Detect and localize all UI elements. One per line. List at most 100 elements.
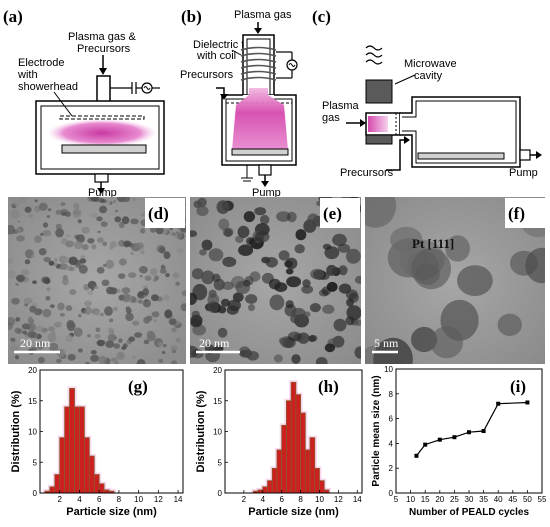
particle (122, 343, 128, 349)
x-tick-label: 45 (508, 495, 517, 504)
particle (132, 356, 136, 359)
particle (37, 308, 43, 314)
particle (245, 294, 258, 304)
panel-a-label: (a) (3, 7, 23, 26)
particle (286, 276, 301, 288)
particle (29, 305, 37, 313)
panel-c-cavity-leader (394, 74, 416, 85)
panel-d-label: (d) (148, 204, 169, 223)
particle (430, 326, 464, 359)
particle (73, 241, 83, 250)
particle (24, 206, 32, 213)
x-tick-label: 4 (261, 495, 266, 504)
particle (365, 197, 397, 228)
histogram-bar (69, 388, 75, 494)
particle (28, 324, 33, 329)
panel-e-scale-label: 20 nm (199, 336, 230, 350)
particle (157, 342, 163, 347)
particle (14, 355, 20, 360)
particle (80, 255, 86, 259)
particle (106, 200, 111, 205)
y-tick-label: 4 (389, 439, 394, 448)
particle (53, 321, 62, 328)
y-tick-label: 6 (389, 415, 394, 424)
particle (113, 306, 118, 312)
x-tick-label: 6 (279, 495, 284, 504)
particle (411, 248, 452, 290)
particle (35, 325, 44, 332)
particle (121, 293, 131, 303)
data-point (423, 442, 428, 447)
panel-b-pump-label: Pump (252, 187, 281, 199)
particle (113, 200, 117, 203)
histogram-bar (88, 455, 95, 494)
particle (163, 294, 170, 301)
panel-b-gas-label: Plasma gas (234, 9, 292, 21)
particle (34, 199, 38, 203)
panel-f-annotation: Pt [111] (412, 236, 454, 251)
particle (196, 205, 209, 217)
panel-b-precursor-arrowhead (220, 94, 228, 100)
particle (208, 248, 224, 262)
panel-b-precursors-label: Precursors (180, 69, 234, 81)
particle (245, 237, 255, 246)
particle (310, 268, 325, 280)
y-axis-label: Particle mean size (nm) (371, 375, 382, 486)
particle (96, 216, 103, 222)
x-tick-label: 14 (174, 495, 183, 504)
particle (197, 197, 207, 208)
panel-f: (f) Pt [111] 5 nm (365, 197, 545, 364)
particle (175, 231, 180, 234)
histogram-bar (93, 474, 100, 494)
data-point (496, 401, 501, 406)
particle (118, 338, 123, 343)
particle (105, 259, 115, 269)
particle (114, 216, 122, 223)
particle (169, 231, 174, 236)
x-tick-label: 8 (117, 495, 122, 504)
histogram-bar (314, 467, 320, 494)
panel-c-pump-arrowhead (536, 151, 542, 159)
particle (125, 312, 134, 322)
histogram-bar (79, 406, 85, 494)
histogram-bar (309, 437, 316, 494)
particle (8, 316, 16, 327)
panel-a-electrode-label: Electrode (18, 57, 64, 69)
x-tick-label: 6 (97, 495, 102, 504)
panel-b-label: (b) (181, 7, 202, 26)
particle (324, 343, 336, 353)
particle (216, 200, 230, 215)
particle (132, 320, 140, 326)
particle (47, 332, 57, 342)
x-tick-label: 5 (394, 495, 399, 504)
particle (85, 361, 90, 364)
particle (174, 231, 183, 240)
particle (150, 267, 158, 276)
particle (153, 319, 157, 323)
particle (118, 221, 125, 229)
particle (100, 340, 106, 345)
particle (273, 354, 283, 363)
histogram-bar (271, 467, 278, 494)
particle (42, 222, 49, 228)
y-tick-label: 5 (218, 458, 223, 467)
panel-d-scale-label: 20 nm (20, 336, 51, 350)
particle (164, 309, 173, 319)
particle (116, 351, 125, 360)
particle (79, 258, 87, 264)
particle (217, 327, 228, 338)
particle (74, 234, 80, 240)
particle (191, 310, 200, 319)
particle (303, 311, 311, 318)
panel-b-precursor-arrow (216, 87, 225, 96)
particle (175, 338, 181, 343)
particle (222, 256, 237, 267)
particle (207, 301, 219, 313)
panel-c-precursor-arrowhead (404, 136, 410, 144)
particle (457, 265, 493, 296)
particle (11, 209, 20, 219)
panel-d: (d) 20 nm (8, 197, 186, 364)
panel-e-label-box (320, 198, 360, 228)
x-tick-label: 2 (57, 495, 62, 504)
particle (81, 307, 85, 312)
